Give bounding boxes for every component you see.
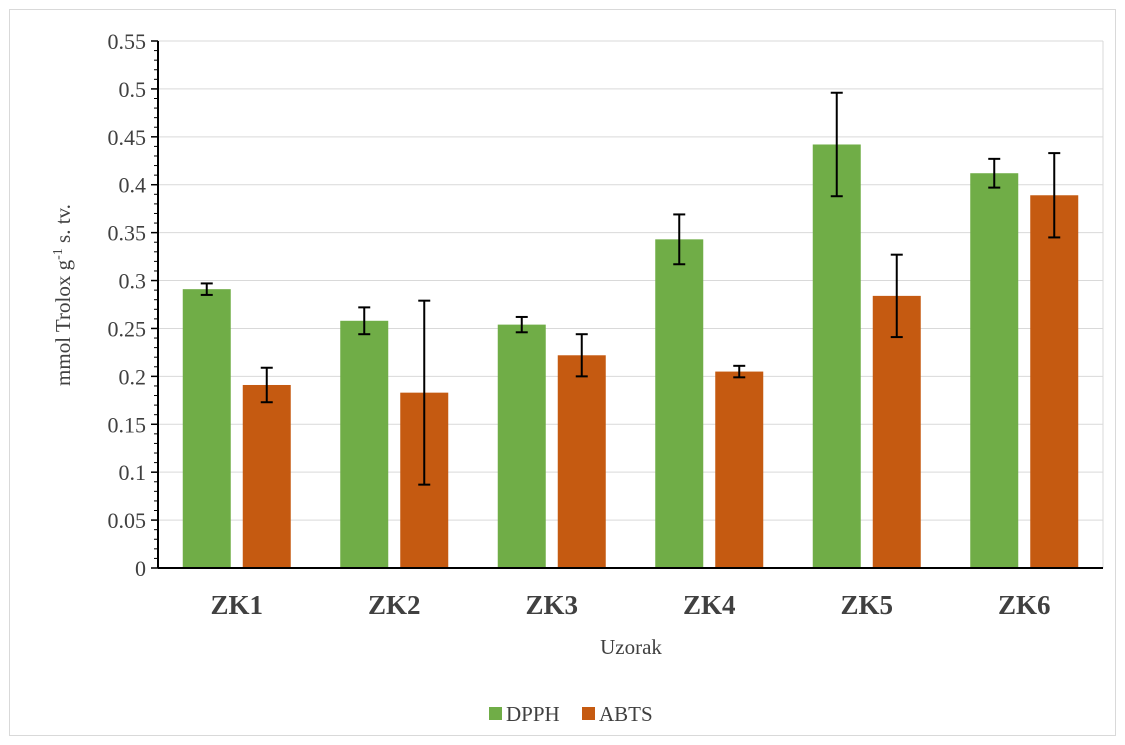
error-bar: [200, 282, 213, 296]
y-tick-label: 0.2: [119, 364, 147, 389]
bar-dpph-zk6: [970, 173, 1019, 568]
y-tick-label: 0.45: [108, 125, 147, 150]
x-tick-label: ZK6: [998, 590, 1051, 620]
y-tick-label: 0.3: [119, 269, 147, 294]
gridlines: [158, 40, 1104, 568]
bars: [182, 144, 1079, 569]
bar-dpph-zk1: [182, 289, 231, 568]
error-bar: [515, 315, 528, 334]
legend-swatch-abts: [582, 707, 595, 720]
error-bar: [358, 306, 371, 336]
bar-abts-zk4: [715, 371, 764, 568]
bar-dpph-zk5: [812, 144, 861, 568]
y-tick-label: 0.25: [108, 316, 147, 341]
bar-abts-zk1: [242, 384, 291, 568]
error-bar: [673, 213, 686, 266]
legend: DPPH ABTS: [489, 702, 653, 726]
x-axis: ZK1 ZK2 ZK3 ZK4 ZK5 ZK6: [158, 567, 1103, 620]
x-tick-label: ZK3: [525, 590, 578, 620]
error-bars: [200, 91, 1061, 486]
y-axis-title: mmol Trolox g-1 s. tv.: [51, 204, 75, 386]
legend-swatch-dpph: [489, 707, 502, 720]
y-tick-label: 0.55: [108, 29, 147, 54]
y-tick-label: 0: [135, 556, 146, 581]
y-tick-label: 0.4: [119, 173, 147, 198]
x-axis-title: Uzorak: [600, 635, 662, 659]
y-tick-label: 0.5: [119, 77, 147, 102]
y-tick-label: 0.05: [108, 508, 147, 533]
error-bar: [988, 157, 1001, 189]
y-tick-label: 0.1: [119, 460, 147, 485]
error-bar: [418, 299, 431, 486]
bar-dpph-zk3: [497, 324, 546, 568]
bar-abts-zk6: [1030, 195, 1079, 568]
bar-abts-zk5: [872, 295, 921, 568]
error-bar: [1048, 152, 1061, 239]
bar-dpph-zk2: [340, 320, 389, 568]
x-tick-label: ZK4: [683, 590, 736, 620]
y-tick-label: 0.15: [108, 412, 147, 437]
error-bar: [575, 333, 588, 378]
legend-label-abts: ABTS: [599, 702, 653, 726]
x-tick-label: ZK2: [368, 590, 421, 620]
x-tick-label: ZK1: [210, 590, 263, 620]
legend-label-dpph: DPPH: [506, 702, 560, 726]
error-bar: [890, 253, 903, 339]
x-tick-label: ZK5: [840, 590, 893, 620]
bar-abts-zk3: [557, 355, 606, 568]
y-axis: 0 0.05 0.1 0.15 0.2 0.25 0.3 0.35 0.4 0.45 0.5 0.55: [108, 29, 159, 581]
bar-dpph-zk4: [655, 239, 704, 569]
error-bar: [260, 366, 273, 404]
error-bar: [830, 91, 843, 198]
y-tick-label: 0.35: [108, 221, 147, 246]
error-bar: [733, 364, 746, 379]
